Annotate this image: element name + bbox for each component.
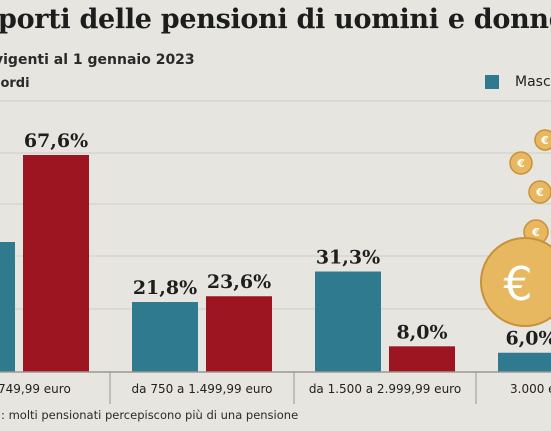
legend-label-maschi: Maschi xyxy=(515,74,551,90)
x-tick-label-2: da 1.500 a 2.999,99 euro xyxy=(309,382,461,396)
unit-label: lordi xyxy=(0,76,30,91)
bar-s0-c2 xyxy=(315,271,381,372)
euro-coin-glyph-2: € xyxy=(535,186,544,199)
euro-coin-large-icon xyxy=(480,237,551,327)
value-label-s0-c3: 6,0% xyxy=(505,328,551,350)
euro-coin-icon-0 xyxy=(509,151,533,175)
bar-s0-c0 xyxy=(0,242,15,372)
value-label-s1-c1: 23,6% xyxy=(207,271,271,293)
bar-s1-c2 xyxy=(389,346,455,372)
value-label-s1-c2: 8,0% xyxy=(396,321,447,343)
legend: Maschi xyxy=(485,74,551,90)
euro-coin-large-glyph: € xyxy=(503,257,532,311)
x-tick-label-1: da 750 a 1.499,99 euro xyxy=(132,382,273,396)
value-label-s0-c2: 31,3% xyxy=(316,247,380,269)
bar-s1-c0 xyxy=(23,155,89,372)
value-label-s1-c0: 67,6% xyxy=(24,130,88,152)
chart-subtitle: vigenti al 1 gennaio 2023 xyxy=(0,52,195,68)
value-label-s0-c1: 21,8% xyxy=(133,277,197,299)
chart-title: porti delle pensioni di uomini e donne xyxy=(0,4,551,35)
euro-coin-icon-1 xyxy=(534,129,551,151)
source-note: a: molti pensionati percepiscono più di … xyxy=(0,408,299,422)
x-tick-label-3: 3.000 e xyxy=(510,382,551,396)
euro-coin-glyph-3: € xyxy=(531,226,540,239)
euro-coin-icon-2 xyxy=(528,180,551,204)
bar-s0-c1 xyxy=(132,302,198,372)
bar-s1-c1 xyxy=(206,296,272,372)
legend-swatch-maschi xyxy=(485,75,499,89)
x-tick-label-0: 749,99 euro xyxy=(0,382,71,396)
euro-coin-glyph-0: € xyxy=(516,157,525,170)
euro-coin-glyph-1: € xyxy=(540,134,549,147)
bar-s0-c3 xyxy=(498,352,551,372)
